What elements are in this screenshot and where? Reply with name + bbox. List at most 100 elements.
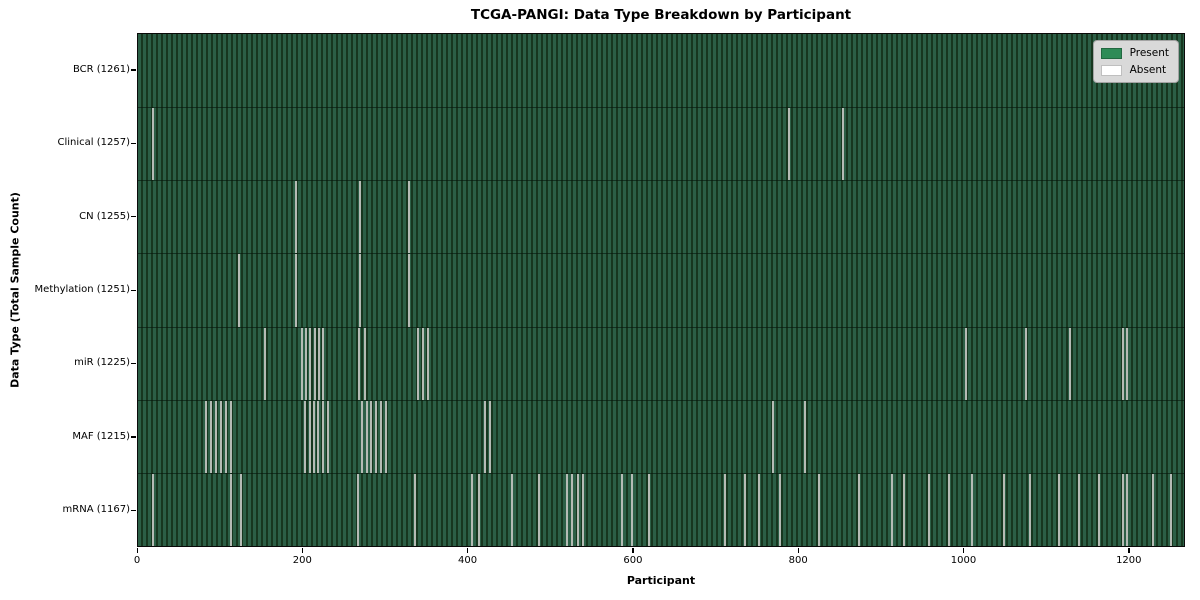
x-tick-mark [467,548,469,553]
x-tick-mark [301,548,304,553]
legend-present-swatch [1100,47,1122,59]
x-tick-label-0: 0 [133,555,141,566]
legend-entry-present: Present [1100,47,1169,59]
absent-mark [723,473,726,546]
heatmap-row-methylation [138,253,1184,327]
y-tick-label-maf: MAF (1215) [72,430,130,442]
heatmap-row-maf [138,399,1184,473]
absent-mark [313,327,316,400]
absent-mark [363,327,366,400]
absent-mark [294,181,297,254]
absent-mark [317,327,320,400]
absent-mark [220,400,223,473]
absent-mark [321,327,324,400]
y-tick-label-mrna: mRNA (1167) [62,504,130,516]
absent-mark [902,473,905,546]
y-tick-label-clinical: Clinical (1257) [57,137,131,149]
absent-mark [407,181,410,254]
y-tick-label-methylation: Methylation (1251) [34,284,130,295]
absent-mark [857,473,860,546]
y-tick-mark [131,289,136,291]
absent-mark [648,473,651,546]
absent-mark [357,473,360,546]
absent-mark [358,327,361,400]
absent-mark [1024,327,1027,400]
absent-mark [370,400,373,473]
absent-mark [380,400,383,473]
absent-mark [1098,473,1101,546]
absent-mark [787,108,790,181]
absent-mark [890,473,893,546]
absent-mark [151,473,154,546]
heatmap-row-cn [138,180,1184,254]
y-tick-mark [131,362,136,365]
legend-present-label: Present [1129,47,1169,59]
absent-mark [1121,327,1124,400]
absent-mark [304,400,307,473]
absent-mark [358,181,361,254]
absent-mark [1069,327,1072,400]
absent-mark [238,254,241,327]
y-tick-mark [131,509,136,512]
absent-mark [928,473,931,546]
absent-mark [537,473,540,546]
absent-mark [205,400,208,473]
absent-mark [947,473,950,546]
y-tick-label-mir: miR (1225) [74,357,130,369]
x-tick-mark [1128,548,1130,553]
absent-mark [301,327,304,400]
absent-mark [240,473,243,546]
absent-mark [365,400,368,473]
absent-mark [407,254,410,327]
legend-entry-absent: Absent [1100,64,1169,76]
absent-mark [264,327,267,400]
absent-mark [772,400,775,473]
absent-mark [312,400,315,473]
absent-mark [1078,473,1081,546]
x-tick-label-800: 800 [788,555,808,566]
y-tick-mark [131,69,136,71]
absent-mark [321,400,324,473]
absent-mark [576,473,579,546]
x-tick-label-200: 200 [292,555,312,566]
plot-area: Present Absent [137,33,1185,547]
legend-absent-swatch [1100,64,1122,76]
absent-mark [1151,473,1154,546]
chart-title: TCGA-PANGI: Data Type Breakdown by Parti… [470,7,852,23]
absent-mark [970,473,973,546]
absent-mark [326,400,329,473]
absent-mark [308,400,311,473]
legend-absent-label: Absent [1129,64,1167,76]
absent-mark [230,400,233,473]
y-tick-mark [131,142,136,144]
absent-mark [210,400,213,473]
absent-mark [294,254,297,327]
absent-mark [215,400,218,473]
y-tick-mark [131,216,136,218]
absent-mark [582,473,585,546]
absent-mark [631,473,634,546]
absent-mark [417,327,420,400]
y-tick-label-cn: CN (1255) [79,210,130,222]
absent-mark [427,327,430,400]
absent-mark [818,473,821,546]
absent-mark [385,400,388,473]
absent-mark [375,400,378,473]
absent-mark [621,473,624,546]
absent-mark [758,473,761,546]
absent-mark [1003,473,1006,546]
absent-mark [360,400,363,473]
absent-mark [570,473,573,546]
absent-mark [305,327,308,400]
absent-mark [842,108,845,181]
heatmap-row-clinical [138,107,1184,181]
x-tick-label-1000: 1000 [950,555,977,566]
legend: Present Absent [1092,40,1179,83]
x-tick-mark [632,548,634,553]
absent-mark [744,473,747,546]
absent-mark [309,327,312,400]
absent-mark [151,108,154,181]
absent-mark [1121,473,1124,546]
absent-mark [358,254,361,327]
